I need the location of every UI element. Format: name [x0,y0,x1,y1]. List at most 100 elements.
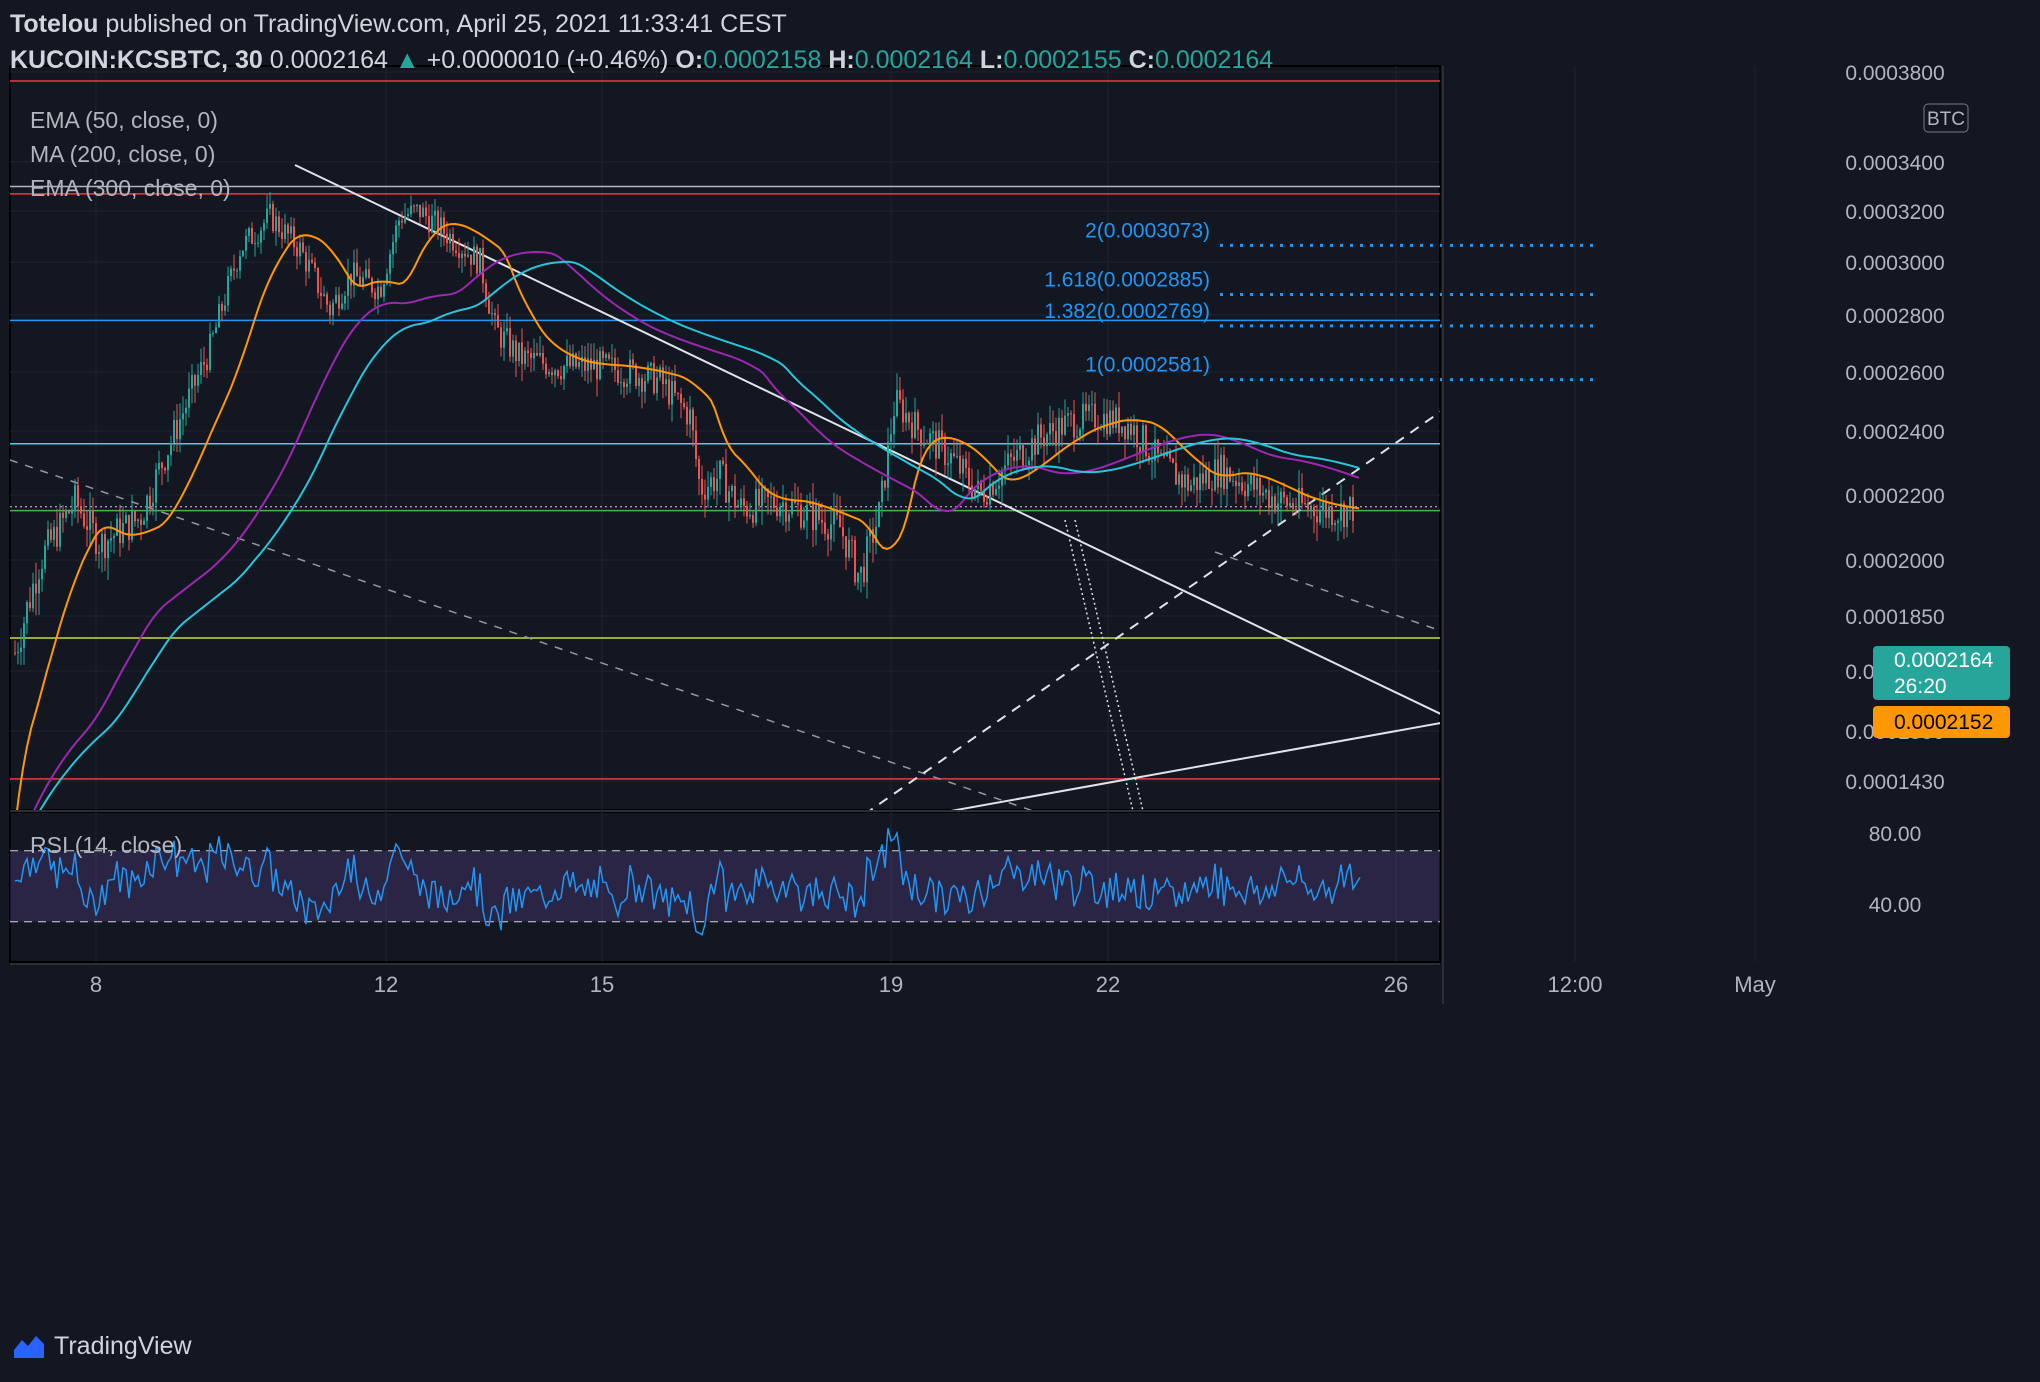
candle-body [68,511,70,514]
candle-body [14,652,16,654]
price-tick: 0.0002200 [1845,485,1944,508]
candle-body [1043,437,1045,447]
candle-body [608,354,610,359]
chart-header: Totelou published on TradingView.com, Ap… [10,6,1273,78]
author-name[interactable]: Totelou [10,10,99,38]
candle-body [860,566,862,573]
candle-body [1103,413,1105,430]
candle [1301,473,1303,509]
candle-body [1052,423,1054,432]
candle [1052,410,1054,447]
candle [605,352,607,362]
candle-body [404,215,406,223]
candle [737,499,739,509]
candle [473,236,475,265]
candle-body [380,286,382,297]
candle [101,528,103,573]
candle [1103,398,1105,438]
candle-body [1178,474,1180,485]
candle [539,336,541,358]
candle [1283,482,1285,505]
candle-body [959,455,961,474]
candle-body [1100,429,1102,431]
candle-body [539,353,541,356]
candle-body [596,359,598,380]
candle [908,411,910,430]
candle [626,378,628,395]
candle-body [296,247,298,257]
candle-body [1076,436,1078,438]
candle [482,239,484,293]
candle-body [1334,522,1336,526]
candle [401,211,403,230]
candle-body [761,487,763,506]
candle [503,321,505,361]
candle [887,427,889,502]
candle-body [1091,403,1093,405]
candle [770,482,772,516]
candle-body [1286,497,1288,506]
candle-body [818,505,820,520]
candle [335,286,337,304]
candle-body [254,243,256,245]
candle [1238,468,1240,494]
candle-body [503,331,505,348]
candle [713,467,715,500]
candle-body [572,353,574,367]
candle-body [731,485,733,492]
candle [533,338,535,371]
candle-body [1184,474,1186,488]
candle-body [1070,413,1072,415]
candle-body [752,515,754,523]
candle-body [1007,453,1009,466]
candle [434,198,436,230]
footer: TradingView [14,1326,192,1366]
candle-body [56,526,58,547]
candle-body [1124,426,1126,440]
candle [1058,408,1060,463]
candle-body [206,364,208,371]
candle-body [293,226,295,248]
candle [869,518,871,553]
open-value: 0.0002158 [703,46,822,74]
candle-body [128,515,130,540]
candle [851,535,853,558]
candle [1160,448,1162,456]
candle [14,640,16,656]
candle [446,221,448,252]
candle [866,529,868,599]
candle [545,357,547,379]
candle [344,291,346,311]
candle-body [506,328,508,332]
candle-body [1067,413,1069,416]
candle-body [347,273,349,296]
candle-body [20,647,22,652]
candle-body [155,469,157,503]
candle [458,238,460,268]
candle-body [77,485,79,507]
candle-body [1196,477,1198,491]
brand-name[interactable]: TradingView [54,1331,192,1360]
candle [410,195,412,218]
candle [185,398,187,426]
candle [29,587,31,612]
candle-body [1223,454,1225,490]
candle-body [407,214,409,216]
open-label: O: [675,46,704,74]
candle-body [953,453,955,457]
candle [32,572,34,613]
candle-body [104,533,106,559]
candle-body [1208,469,1210,489]
candle [380,281,382,299]
candle-body [929,433,931,445]
symbol-label[interactable]: KUCOIN:KCSBTC, 30 [10,46,263,74]
candle [1280,487,1282,523]
candle [305,246,307,287]
candle-body [1028,460,1030,466]
candle [902,389,904,432]
candle-body [578,362,580,367]
candle [686,401,688,437]
candle [506,313,508,336]
candle-body [686,406,688,425]
